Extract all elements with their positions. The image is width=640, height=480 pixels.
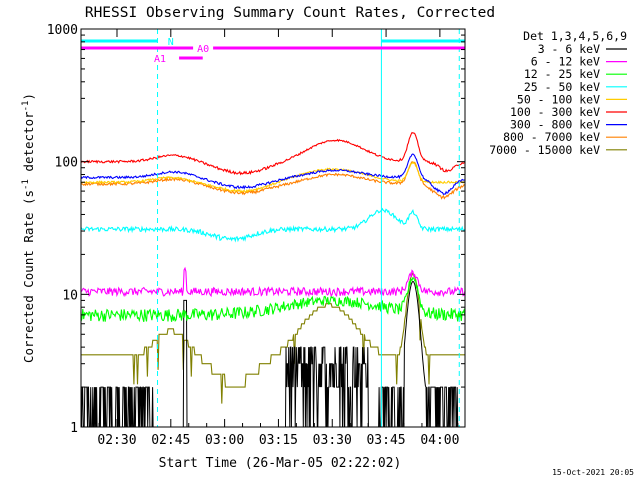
series-line-7 bbox=[80, 153, 466, 195]
series-layer bbox=[80, 131, 466, 428]
x-tick-label-0245: 02:45 bbox=[151, 433, 190, 448]
bar-label-bg-a0 bbox=[193, 43, 214, 53]
series-line-2 bbox=[80, 266, 466, 298]
x-tick-label-0330: 03:30 bbox=[313, 433, 352, 448]
generated-timestamp: 15-Oct-2021 20:05 bbox=[552, 468, 634, 477]
x-axis-label: Start Time (26-Mar-05 02:22:02) bbox=[159, 456, 402, 471]
y-tick-label-1: 1 bbox=[70, 421, 78, 436]
y-axis-label-sup2: -1 bbox=[21, 101, 31, 112]
y-axis-label-mid: detector bbox=[21, 111, 36, 179]
attenuator-bars: N A0 A1 bbox=[81, 36, 465, 65]
vertical-markers bbox=[157, 29, 460, 427]
x-tick-label-0230: 02:30 bbox=[97, 433, 136, 448]
series-line-9 bbox=[81, 271, 465, 404]
bar-label-bg-n bbox=[160, 36, 181, 46]
series-line-3 bbox=[80, 276, 466, 323]
series-line-5 bbox=[80, 160, 466, 194]
y-tick-label-10: 10 bbox=[62, 288, 78, 303]
legend-label-5: 50 - 100 keV bbox=[517, 92, 600, 106]
legend-label-4: 25 - 50 keV bbox=[524, 80, 600, 94]
x-tick-label-0345: 03:45 bbox=[366, 433, 405, 448]
y-tick-label-100: 100 bbox=[55, 156, 78, 171]
x-tick-label-0400: 04:00 bbox=[420, 433, 459, 448]
plot-area: N A0 A1 02:30 02:45 03:00 03:15 03:30 03:45 04:0… bbox=[47, 23, 466, 448]
series-line-4 bbox=[80, 207, 466, 243]
legend-label-9: 7000 - 15000 keV bbox=[489, 143, 600, 157]
legend-label-2: 6 - 12 keV bbox=[531, 55, 600, 69]
axis-ticks: 02:30 02:45 03:00 03:15 03:30 03:45 04:00 1 10 10… bbox=[47, 23, 465, 448]
plot-frame bbox=[80, 28, 466, 428]
legend-label-1: 3 - 6 keV bbox=[538, 42, 600, 56]
series-line-6 bbox=[80, 131, 466, 176]
legend-label-6: 100 - 300 keV bbox=[510, 105, 600, 119]
chart-title: RHESSI Observing Summary Count Rates, Co… bbox=[85, 5, 495, 21]
legend-label-3: 12 - 25 keV bbox=[524, 67, 600, 81]
legend-title: Det 1,3,4,5,6,9 bbox=[523, 29, 627, 43]
y-axis-label: Corrected Count Rate (s-1 detector-1) bbox=[21, 93, 36, 363]
legend-label-7: 300 - 800 keV bbox=[510, 118, 600, 132]
bar-label-n: N bbox=[168, 37, 174, 48]
bar-label-a0: A0 bbox=[197, 44, 209, 55]
x-tick-label-0300: 03:00 bbox=[205, 433, 244, 448]
y-axis-label-main: Corrected Count Rate (s bbox=[21, 190, 36, 363]
series-line-8 bbox=[80, 161, 466, 200]
y-axis-label-end: ) bbox=[21, 93, 36, 101]
x-tick-label-0315: 03:15 bbox=[259, 433, 298, 448]
legend-label-8: 800 - 7000 keV bbox=[503, 130, 600, 144]
y-tick-label-1000: 1000 bbox=[47, 23, 78, 38]
y-axis-label-sup1: -1 bbox=[21, 179, 31, 190]
bar-label-bg-a1 bbox=[150, 53, 171, 63]
bar-label-a1: A1 bbox=[154, 54, 166, 65]
